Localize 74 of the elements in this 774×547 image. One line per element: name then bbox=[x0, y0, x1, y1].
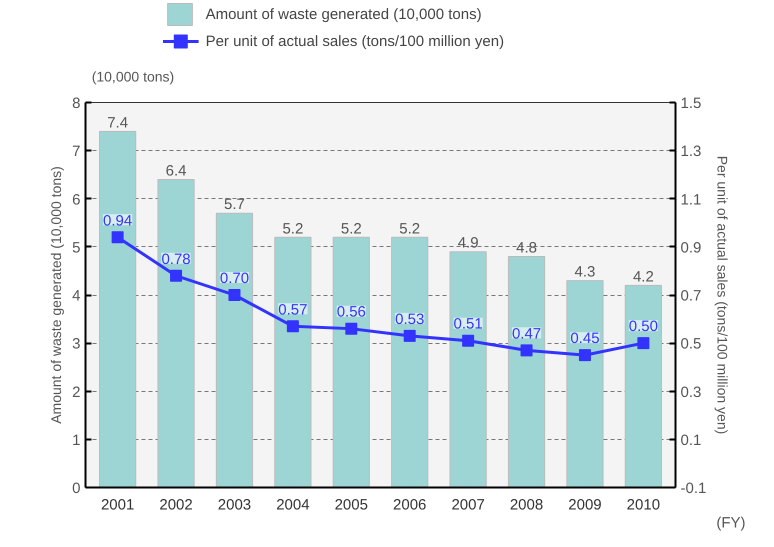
data-label: 5.7 bbox=[224, 196, 245, 214]
data-label: 0.45 bbox=[570, 330, 600, 348]
x-tick-label: 2008 bbox=[510, 496, 544, 514]
text: (10,000 tons) bbox=[92, 68, 174, 84]
point bbox=[578, 349, 591, 362]
y2-tick-label: 0.5 bbox=[680, 336, 702, 353]
y2-tick-label: -0.1 bbox=[680, 480, 706, 497]
bar bbox=[391, 236, 428, 488]
point bbox=[520, 344, 533, 356]
legend-label: Amount of waste generated (10,000 tons) bbox=[206, 6, 482, 23]
y-tick-label: 5 bbox=[72, 239, 80, 256]
x-tick-label: 2001 bbox=[100, 496, 134, 514]
data-label: 0.56 bbox=[336, 304, 366, 321]
y2-tick-label: 0.9 bbox=[680, 239, 702, 256]
bar bbox=[624, 284, 662, 488]
bar bbox=[99, 130, 136, 488]
y-tick-label: 7 bbox=[72, 143, 80, 160]
data-label: 5.2 bbox=[282, 220, 304, 238]
point bbox=[404, 330, 416, 342]
bar bbox=[508, 256, 546, 488]
y-axis-title: Amount of waste generated (10,000 tons) bbox=[48, 166, 64, 424]
y-tick-label: 6 bbox=[72, 191, 80, 208]
x-tick-label: 2009 bbox=[568, 496, 602, 514]
point bbox=[345, 322, 358, 335]
y2-tick-label: 0.3 bbox=[680, 384, 702, 401]
x-tick-label: 2003 bbox=[218, 496, 252, 514]
data-label: 0.51 bbox=[454, 316, 483, 333]
data-label: 7.4 bbox=[107, 114, 128, 132]
data-label: 0.47 bbox=[512, 325, 542, 342]
data-label: 5.2 bbox=[399, 220, 420, 238]
bar bbox=[566, 280, 604, 488]
y-tick-label: 0 bbox=[72, 480, 80, 497]
y-tick-label: 1 bbox=[72, 432, 80, 449]
y-tick-label: 8 bbox=[72, 95, 80, 112]
point bbox=[170, 270, 182, 282]
bar bbox=[274, 236, 312, 488]
data-label: 0.57 bbox=[278, 301, 308, 318]
bar bbox=[157, 179, 195, 488]
y2-tick-label: 1.1 bbox=[680, 191, 702, 208]
x-tick-label: 2010 bbox=[626, 496, 660, 514]
x-tick-label: 2005 bbox=[334, 496, 368, 514]
y-tick-label: 3 bbox=[72, 336, 80, 353]
data-label: 4.2 bbox=[632, 268, 654, 286]
data-label: 0.53 bbox=[395, 310, 424, 328]
point bbox=[286, 320, 299, 332]
y2-tick-label: 1.5 bbox=[680, 95, 702, 112]
y2-axis-title: Per unit of actual sales (tons/100 million yen) bbox=[714, 156, 730, 434]
y-tick-label: 4 bbox=[72, 288, 80, 304]
legend-label: Per unit of actual sales (tons/100 million yen) bbox=[206, 33, 504, 50]
point bbox=[462, 334, 474, 347]
y-tick-label: 2 bbox=[72, 384, 80, 401]
data-label: 0.50 bbox=[628, 318, 658, 336]
y2-tick-label: 0.7 bbox=[680, 288, 702, 304]
bar bbox=[216, 212, 254, 488]
x-tick-label: 2007 bbox=[451, 496, 485, 514]
y2-tick-label: 0.1 bbox=[680, 432, 702, 449]
data-label: 0.70 bbox=[220, 270, 250, 287]
data-label: 6.4 bbox=[166, 162, 186, 180]
point bbox=[112, 231, 124, 244]
data-label: 0.94 bbox=[103, 212, 132, 230]
x-tick-label: 2002 bbox=[159, 496, 193, 514]
data-label: 4.3 bbox=[574, 264, 596, 281]
data-label: 0.78 bbox=[161, 250, 191, 268]
data-label: 4.9 bbox=[458, 234, 479, 252]
y2-tick-label: 1.3 bbox=[680, 143, 702, 160]
text: (FY) bbox=[716, 514, 746, 532]
x-tick-label: 2006 bbox=[393, 496, 426, 514]
data-label: 5.2 bbox=[340, 220, 362, 238]
point bbox=[637, 337, 650, 350]
data-label: 4.8 bbox=[516, 240, 537, 256]
x-tick-label: 2004 bbox=[276, 496, 310, 514]
point bbox=[228, 289, 240, 301]
bar bbox=[332, 236, 370, 488]
bar bbox=[450, 251, 487, 488]
